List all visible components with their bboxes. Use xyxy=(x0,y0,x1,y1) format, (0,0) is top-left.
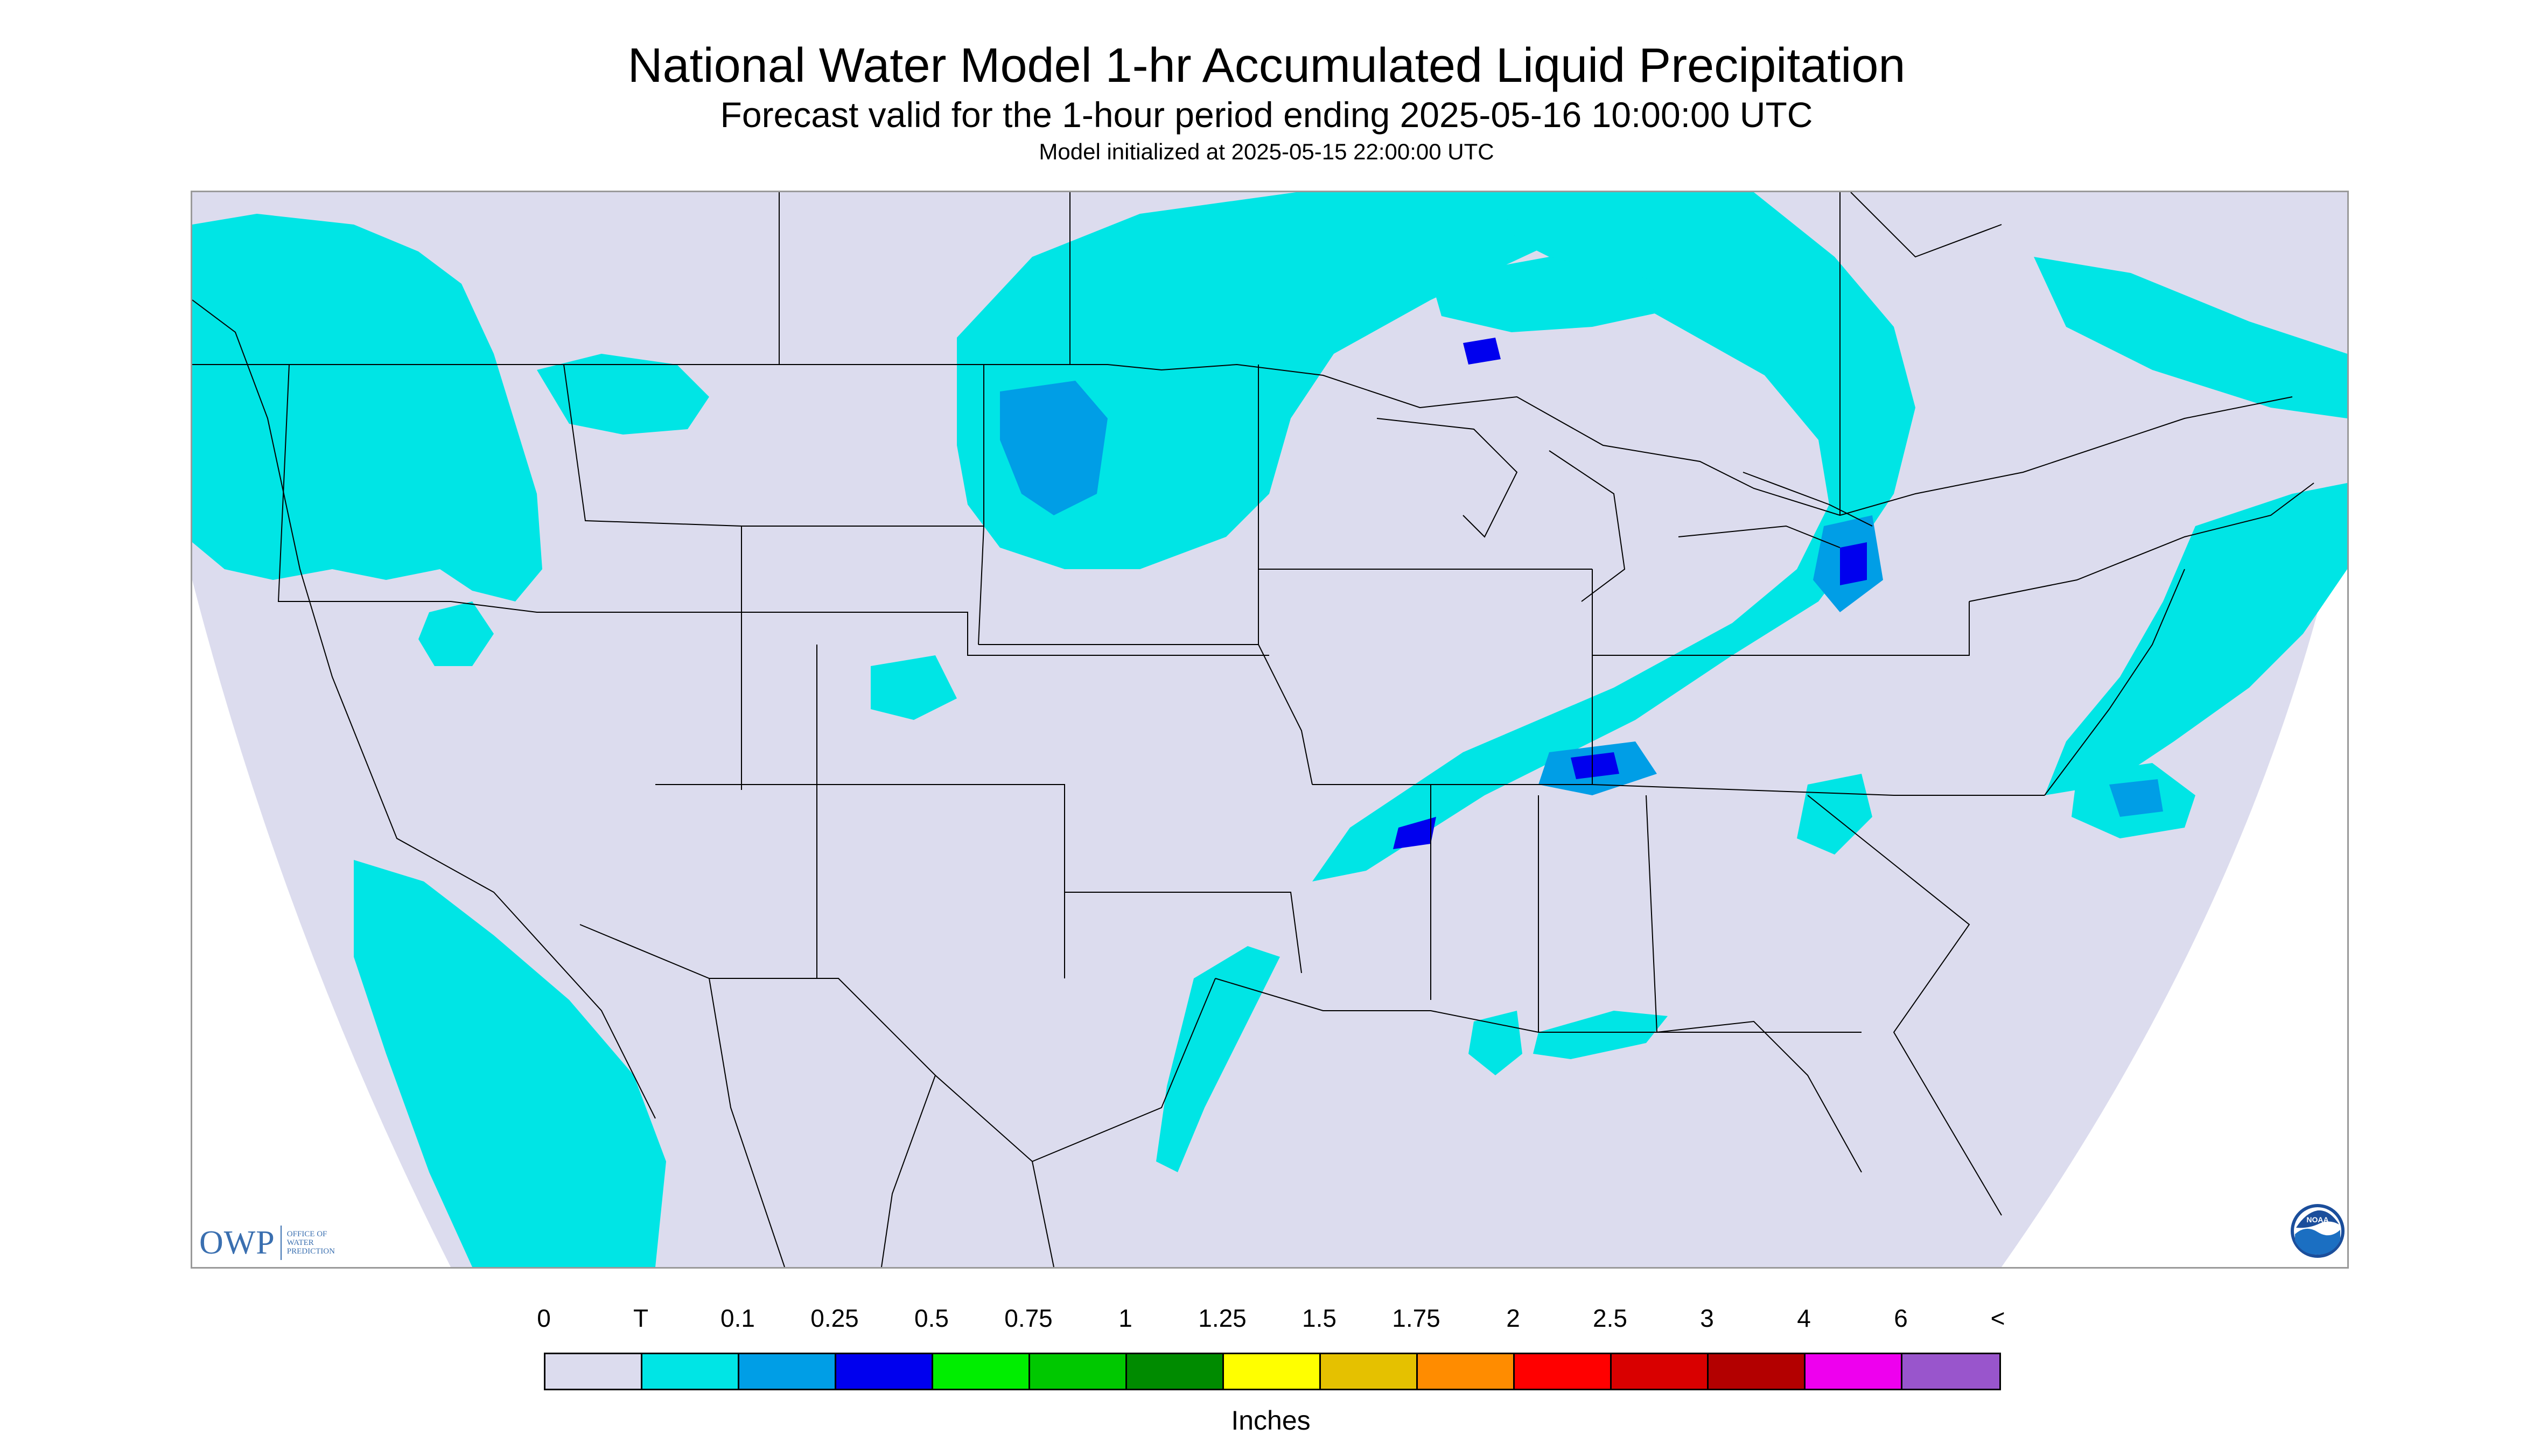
forecast-valid-subtitle: Forecast valid for the 1-hour period end… xyxy=(720,95,1813,135)
owp-logo-divider xyxy=(280,1226,282,1260)
boundary-line xyxy=(192,363,2293,516)
boundary-line xyxy=(1592,601,1970,656)
precip-area-baja-pacific xyxy=(354,860,666,1267)
owp-logo-line-3: PREDICTION xyxy=(286,1247,335,1256)
owp-logo-text: OFFICE OF WATER PREDICTION xyxy=(287,1230,357,1256)
legend-color-bar xyxy=(544,1353,2001,1390)
precip-area-ontario-heavy xyxy=(1463,338,1501,365)
boundary-line xyxy=(1743,472,1873,527)
legend-swatch xyxy=(1709,1354,1806,1389)
boundary-line xyxy=(563,364,742,790)
precip-area-arkansas-heavy xyxy=(1393,817,1436,849)
legend-tick-label: 6 xyxy=(1894,1304,1908,1332)
legend-swatch xyxy=(1612,1354,1709,1389)
precip-area-northeast-coast xyxy=(2045,483,2347,795)
model-init-subtitle: Model initialized at 2025-05-15 22:00:00… xyxy=(1039,139,1494,164)
owp-logo-mark: OWP xyxy=(199,1224,275,1261)
legend-swatch xyxy=(836,1354,933,1389)
precip-area-kentucky-heavy xyxy=(1571,752,1619,779)
precip-area-atlantic-moderate xyxy=(2109,779,2163,817)
boundary-line xyxy=(1065,892,1302,974)
boundary-line xyxy=(192,299,656,1119)
legend-swatch xyxy=(1902,1354,1999,1389)
legend-tick-label: 2.5 xyxy=(1593,1304,1627,1332)
boundary-line xyxy=(1807,795,2002,1216)
legend-tick-label: 0.25 xyxy=(810,1304,859,1332)
noaa-logo-icon: NOAA xyxy=(2290,1203,2346,1259)
precip-area-colorado xyxy=(871,655,957,720)
boundary-line xyxy=(1678,525,1841,548)
legend-swatch xyxy=(1321,1354,1418,1389)
state-boundaries xyxy=(192,192,2314,1267)
legend-tick-label: 1.75 xyxy=(1392,1304,1440,1332)
legend-tick-label: 0 xyxy=(537,1304,551,1332)
legend-tick-label: 1.5 xyxy=(1302,1304,1337,1332)
precip-area-upper-michigan xyxy=(1431,257,1668,332)
precipitation-legend: 0 T 0.1 0.25 0.5 0.75 1 1.25 1.5 1.75 2 2.5 3 4 6 < Inc… xyxy=(528,1303,2014,1436)
boundary-line xyxy=(450,601,1269,656)
boundary-line xyxy=(1258,644,1313,785)
legend-swatch xyxy=(1418,1354,1515,1389)
model-domain xyxy=(192,192,2347,1267)
boundary-line xyxy=(978,526,984,645)
boundary-line xyxy=(655,784,1065,978)
boundary-line xyxy=(881,1075,936,1267)
legend-tick-label: 1 xyxy=(1118,1304,1132,1332)
precip-area-great-lakes-band xyxy=(1312,192,1915,881)
precip-area-nevada xyxy=(418,601,494,666)
legend-tick-label: 1.25 xyxy=(1198,1304,1247,1332)
legend-units-label: Inches xyxy=(1231,1405,1311,1436)
legend-swatch xyxy=(545,1354,642,1389)
boundary-line xyxy=(2044,569,2185,796)
precipitation-map xyxy=(191,191,2349,1269)
precip-area-dakotas-moderate xyxy=(1000,381,1108,515)
owp-logo-line-1: OFFICE OF xyxy=(286,1230,327,1238)
precip-area-quebec xyxy=(2034,257,2347,418)
map-canvas xyxy=(192,192,2347,1267)
legend-tick-label: 2 xyxy=(1506,1304,1520,1332)
boundary-line xyxy=(1376,418,1518,538)
legend-swatch xyxy=(933,1354,1030,1389)
boundary-line xyxy=(277,364,451,602)
precip-area-pacific-northwest xyxy=(192,214,542,601)
precip-area-gulf xyxy=(1533,1011,1668,1059)
boundary-line xyxy=(1850,192,2002,258)
precip-area-ny-heavy xyxy=(1840,542,1867,585)
legend-swatch xyxy=(1030,1354,1127,1389)
legend-tick-label: < xyxy=(1990,1304,2005,1332)
legend-tick-label: T xyxy=(633,1304,649,1332)
owp-logo: OWP OFFICE OF WATER PREDICTION xyxy=(199,1221,357,1264)
owp-logo-line-2: WATER xyxy=(286,1238,314,1247)
boundary-line xyxy=(1969,482,2314,602)
legend-swatch xyxy=(642,1354,739,1389)
precip-area-texas-coast xyxy=(1156,946,1280,1172)
boundary-line xyxy=(1312,784,2045,796)
boundary-line xyxy=(1549,450,1626,602)
boundary-line xyxy=(709,978,785,1267)
legend-tick-label: 3 xyxy=(1700,1304,1714,1332)
legend-swatch xyxy=(1224,1354,1321,1389)
boundary-line xyxy=(1215,978,1862,1173)
legend-tick-label: 0.5 xyxy=(914,1304,949,1332)
legend-tick-label: 4 xyxy=(1797,1304,1811,1332)
legend-swatch xyxy=(1127,1354,1224,1389)
boundary-line xyxy=(1032,1161,1054,1267)
legend-swatch xyxy=(739,1354,836,1389)
legend-tick-label: 0.1 xyxy=(720,1304,755,1332)
noaa-logo-text: NOAA xyxy=(2306,1215,2328,1224)
page-title: National Water Model 1-hr Accumulated Li… xyxy=(627,39,1906,93)
legend-swatch xyxy=(1515,1354,1612,1389)
legend-tick-label: 0.75 xyxy=(1004,1304,1053,1332)
precipitation-areas xyxy=(192,192,2347,1267)
precip-area-northern-rockies xyxy=(537,354,709,435)
legend-swatch xyxy=(1806,1354,1902,1389)
